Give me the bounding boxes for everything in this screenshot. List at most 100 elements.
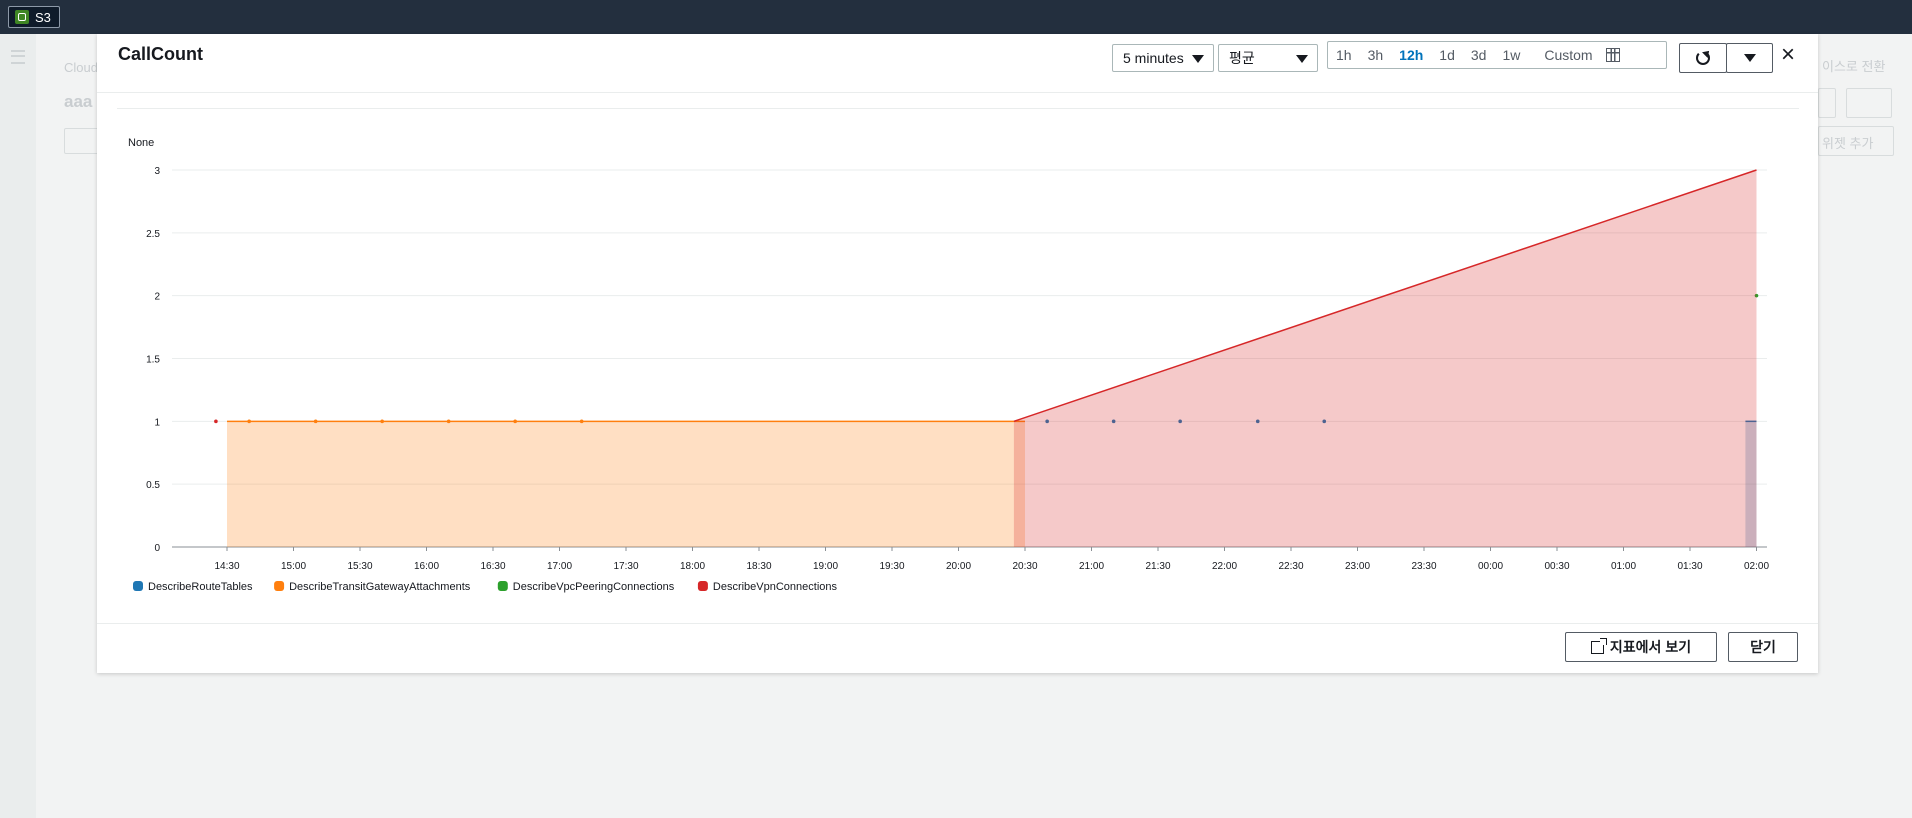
range-custom-label: Custom xyxy=(1544,47,1593,63)
y-axis-unit-label: None xyxy=(128,137,155,149)
series-area-DescribeTransitGatewayAttachments xyxy=(227,421,1025,547)
external-link-icon xyxy=(1590,637,1607,654)
header-divider xyxy=(97,92,1818,93)
range-1h[interactable]: 1h xyxy=(1336,47,1352,63)
data-point-DescribeVpnConnections xyxy=(214,419,218,424)
range-12h[interactable]: 12h xyxy=(1399,47,1424,63)
y-tick-label: 1.5 xyxy=(146,355,160,366)
x-tick-label: 20:30 xyxy=(1012,561,1037,572)
service-shortcut-s3[interactable]: S3 xyxy=(8,6,60,28)
chart-divider xyxy=(117,108,1799,109)
metric-detail-modal: CallCount 5 minutes 평균 1h 3h 12h 1d 3d 1… xyxy=(97,34,1818,673)
data-point-DescribeTransitGatewayAttachments xyxy=(513,419,517,424)
legend-label: DescribeTransitGatewayAttachments xyxy=(289,581,471,593)
data-point-DescribeTransitGatewayAttachments xyxy=(446,419,451,424)
x-tick-label: 21:00 xyxy=(1079,561,1104,572)
data-point-DescribeRouteTables xyxy=(1178,419,1182,424)
close-button-label: 닫기 xyxy=(1750,639,1776,655)
x-tick-label: 14:30 xyxy=(214,561,239,572)
view-in-metrics-label: 지표에서 보기 xyxy=(1609,639,1692,655)
legend-swatch xyxy=(274,581,285,591)
background-add-widget-button xyxy=(1818,126,1894,156)
chevron-down-icon xyxy=(1296,55,1308,63)
x-tick-label: 02:00 xyxy=(1744,561,1769,572)
x-tick-label: 22:00 xyxy=(1212,561,1237,572)
data-point-DescribeTransitGatewayAttachments xyxy=(313,419,318,424)
x-tick-label: 22:30 xyxy=(1278,561,1303,572)
x-tick-label: 15:00 xyxy=(281,561,306,572)
data-point-DescribeVpcPeeringConnections xyxy=(1754,293,1759,298)
chevron-down-icon xyxy=(1192,55,1204,63)
statistic-select-value: 평균 xyxy=(1229,50,1255,66)
background-side-nav xyxy=(0,34,36,818)
x-tick-label: 15:30 xyxy=(347,561,372,572)
x-tick-label: 19:30 xyxy=(879,561,904,572)
hamburger-menu-icon[interactable] xyxy=(11,50,25,64)
data-point-DescribeRouteTables xyxy=(1111,419,1116,424)
data-point-DescribeRouteTables xyxy=(1045,419,1049,424)
background-control xyxy=(1818,88,1836,118)
x-tick-label: 18:00 xyxy=(680,561,705,572)
x-tick-label: 01:30 xyxy=(1677,561,1702,572)
range-1d[interactable]: 1d xyxy=(1439,47,1455,63)
service-shortcut-label: S3 xyxy=(35,9,51,25)
callcount-chart: 0 0.5 1 1.5 2 2.5 3 14:30 15:00 15:30 16:00 16:30 17… xyxy=(133,166,1769,593)
data-point-DescribeTransitGatewayAttachments xyxy=(579,419,584,424)
x-tick-label: 20:00 xyxy=(946,561,971,572)
range-1w[interactable]: 1w xyxy=(1502,47,1521,63)
y-tick-label: 0.5 xyxy=(146,480,160,491)
y-tick-label: 2 xyxy=(154,292,160,303)
data-point-DescribeRouteTables xyxy=(1255,419,1260,424)
refresh-options-button[interactable] xyxy=(1726,43,1773,73)
x-tick-label: 00:30 xyxy=(1544,561,1569,572)
data-point-DescribeTransitGatewayAttachments xyxy=(247,419,251,424)
statistic-select[interactable]: 평균 xyxy=(1218,44,1318,72)
legend-label: DescribeVpnConnections xyxy=(713,581,838,593)
data-point-DescribeRouteTables xyxy=(1322,419,1327,424)
legend-swatch xyxy=(697,581,708,591)
range-3d[interactable]: 3d xyxy=(1470,47,1487,63)
period-select-value: 5 minutes xyxy=(1123,50,1184,66)
s3-service-icon xyxy=(15,10,29,24)
period-select[interactable]: 5 minutes xyxy=(1112,44,1214,72)
caret-down-icon xyxy=(1743,54,1756,62)
legend-label: DescribeVpcPeeringConnections xyxy=(513,581,675,593)
background-breadcrumb: Cloud xyxy=(64,60,98,75)
background-fullscreen-icon xyxy=(1846,88,1892,118)
background-dashboard-title: aaa xyxy=(64,92,93,111)
y-tick-label: 1 xyxy=(154,417,160,428)
x-tick-label: 23:30 xyxy=(1411,561,1436,572)
background-add-widget-label: 위젯 추가 xyxy=(1822,136,1874,151)
x-tick-label: 17:30 xyxy=(613,561,638,572)
x-tick-label: 23:00 xyxy=(1345,561,1370,572)
x-tick-label: 21:30 xyxy=(1145,561,1170,572)
data-point-DescribeTransitGatewayAttachments xyxy=(380,419,384,424)
modal-title: CallCount xyxy=(118,44,203,64)
close-button[interactable]: 닫기 xyxy=(1728,632,1798,662)
refresh-icon xyxy=(1696,51,1710,65)
series-line-DescribeVpnConnections xyxy=(1013,169,1757,423)
x-tick-label: 01:00 xyxy=(1611,561,1636,572)
top-navigation-bar: S3 xyxy=(0,0,1912,34)
range-3h[interactable]: 3h xyxy=(1367,47,1384,63)
x-tick-label: 00:00 xyxy=(1478,561,1503,572)
legend-label: DescribeRouteTables xyxy=(148,581,253,593)
legend-swatch xyxy=(133,581,143,591)
close-icon[interactable]: × xyxy=(1780,41,1795,68)
x-tick-label: 18:30 xyxy=(746,561,771,572)
x-tick-label: 16:30 xyxy=(480,561,505,572)
calendar-icon xyxy=(1606,48,1621,62)
legend-swatch xyxy=(497,581,508,591)
y-tick-label: 0 xyxy=(154,543,160,554)
series-area-DescribeVpnConnections xyxy=(1013,170,1757,547)
y-tick-label: 2.5 xyxy=(146,229,160,240)
series-area-DescribeRouteTables xyxy=(1745,421,1757,547)
range-custom[interactable]: Custom xyxy=(1528,47,1628,63)
y-tick-label: 3 xyxy=(154,166,160,177)
x-tick-label: 16:00 xyxy=(414,561,439,572)
time-range-selector: 1h 3h 12h 1d 3d 1w Custom xyxy=(1327,41,1667,69)
view-in-metrics-button[interactable]: 지표에서 보기 xyxy=(1565,632,1717,662)
background-switch-link: 이스로 전환 xyxy=(1822,59,1886,74)
footer-divider xyxy=(97,623,1818,624)
x-tick-label: 19:00 xyxy=(813,561,838,572)
